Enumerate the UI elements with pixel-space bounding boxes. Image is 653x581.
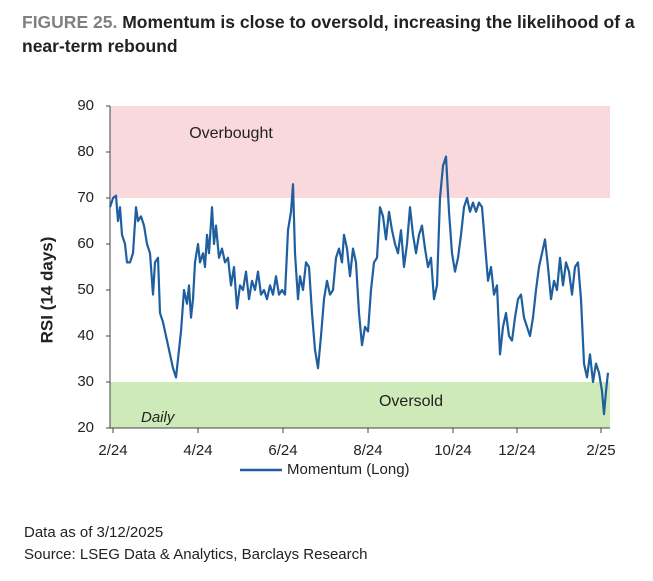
chart-title: Momentum is close to oversold, increasin…	[22, 12, 635, 56]
title-block: FIGURE 25. Momentum is close to oversold…	[22, 10, 637, 58]
x-tick-label: 8/24	[353, 442, 382, 459]
band	[110, 382, 610, 428]
y-axis-label: RSI (14 days)	[37, 237, 56, 344]
footnote: Data as of 3/12/2025	[24, 524, 163, 541]
x-tick-label: 10/24	[434, 442, 472, 459]
series-line	[108, 155, 610, 416]
x-tick-label: 2/24	[98, 442, 127, 459]
annotation: Daily	[141, 409, 176, 426]
y-tick-label: 40	[77, 327, 94, 344]
y-tick-label: 70	[77, 189, 94, 206]
y-tick-label: 90	[77, 97, 94, 114]
x-tick-label: 12/24	[498, 442, 536, 459]
y-tick-label: 50	[77, 281, 94, 298]
y-tick-label: 80	[77, 143, 94, 160]
band-label: Oversold	[379, 393, 443, 410]
legend-label: Momentum (Long)	[287, 461, 410, 478]
footnote: Source: LSEG Data & Analytics, Barclays …	[24, 546, 367, 563]
y-tick-label: 30	[77, 373, 94, 390]
band	[110, 106, 610, 198]
band-label: Overbought	[189, 125, 273, 142]
x-tick-label: 4/24	[183, 442, 212, 459]
x-tick-label: 6/24	[268, 442, 297, 459]
y-tick-label: 20	[77, 419, 94, 436]
y-tick-label: 60	[77, 235, 94, 252]
figure-label: FIGURE 25.	[22, 12, 118, 32]
x-tick-label: 2/25	[586, 442, 615, 459]
